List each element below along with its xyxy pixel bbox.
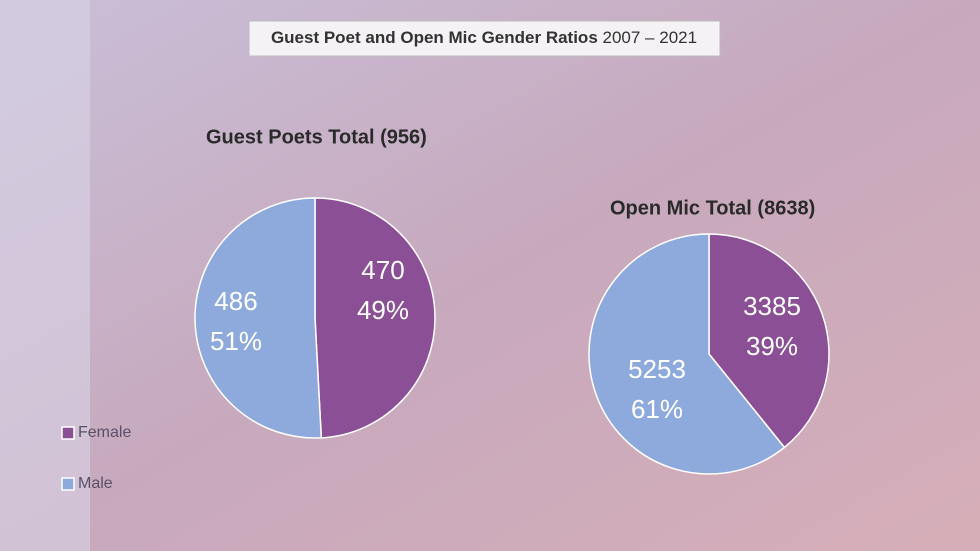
slice-count: 3385 [743, 291, 801, 321]
title-years: 2007 – 2021 [603, 28, 698, 47]
pie-slice [588, 233, 786, 475]
legend-label: Male [78, 475, 113, 492]
slice-count: 5253 [628, 354, 686, 384]
legend-swatch [61, 426, 75, 440]
legend-label: Female [78, 424, 131, 441]
background-shade [0, 0, 90, 551]
pie-slice [314, 197, 436, 439]
pie-slice [708, 233, 830, 449]
slice-percent: 61% [631, 394, 683, 424]
slice-percent: 39% [746, 331, 798, 361]
slice-count: 486 [214, 286, 257, 316]
legend: Female Male [61, 424, 131, 492]
title-main: Guest Poet and Open Mic Gender Ratios [271, 28, 598, 47]
title-box [248, 20, 721, 57]
pie-title: Open Mic Total (8638) [610, 197, 815, 219]
slice-percent: 51% [210, 326, 262, 356]
slice-percent: 49% [357, 295, 409, 325]
slice-count: 470 [361, 255, 404, 285]
pie-title: Guest Poets Total (956) [206, 126, 427, 148]
legend-swatch [61, 477, 75, 491]
slide-title: Guest Poet and Open Mic Gender Ratios 20… [271, 28, 697, 47]
pie-slice [194, 197, 323, 439]
